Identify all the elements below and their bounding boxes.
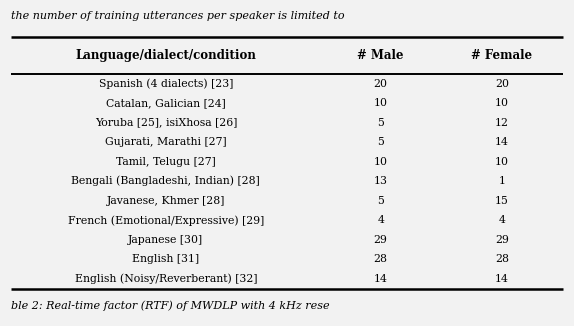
Text: Yoruba [25], isiXhosa [26]: Yoruba [25], isiXhosa [26] [95, 118, 237, 128]
Text: 10: 10 [495, 157, 509, 167]
Text: 29: 29 [374, 235, 387, 245]
Text: Japanese [30]: Japanese [30] [128, 235, 203, 245]
Text: the number of training utterances per speaker is limited to: the number of training utterances per sp… [11, 11, 345, 22]
Text: 28: 28 [495, 254, 509, 264]
Text: 12: 12 [495, 118, 509, 128]
Text: Bengali (Bangladeshi, Indian) [28]: Bengali (Bangladeshi, Indian) [28] [71, 176, 260, 186]
Text: 20: 20 [495, 79, 509, 89]
Text: English [31]: English [31] [132, 254, 199, 264]
Text: 10: 10 [374, 157, 387, 167]
Text: 14: 14 [495, 137, 509, 147]
Text: 14: 14 [495, 274, 509, 284]
Text: # Female: # Female [471, 49, 533, 62]
Text: 1: 1 [498, 176, 505, 186]
Text: French (Emotional/Expressive) [29]: French (Emotional/Expressive) [29] [68, 215, 264, 226]
Text: 20: 20 [374, 79, 387, 89]
Text: Language/dialect/condition: Language/dialect/condition [75, 49, 256, 62]
Text: Catalan, Galician [24]: Catalan, Galician [24] [106, 98, 226, 108]
Text: 13: 13 [374, 176, 387, 186]
Text: 4: 4 [498, 215, 505, 225]
Text: Gujarati, Marathi [27]: Gujarati, Marathi [27] [105, 137, 227, 147]
Text: English (Noisy/Reverberant) [32]: English (Noisy/Reverberant) [32] [75, 274, 257, 284]
Text: 4: 4 [377, 215, 384, 225]
Text: 5: 5 [377, 137, 384, 147]
Text: 5: 5 [377, 118, 384, 128]
Text: # Male: # Male [358, 49, 404, 62]
Text: 10: 10 [374, 98, 387, 108]
Text: 10: 10 [495, 98, 509, 108]
Text: 29: 29 [495, 235, 509, 245]
Text: ble 2: Real-time factor (RTF) of MWDLP with 4 kHz rese: ble 2: Real-time factor (RTF) of MWDLP w… [11, 301, 330, 311]
Text: Tamil, Telugu [27]: Tamil, Telugu [27] [116, 157, 216, 167]
Text: 14: 14 [374, 274, 387, 284]
Text: 15: 15 [495, 196, 509, 206]
Text: Javanese, Khmer [28]: Javanese, Khmer [28] [107, 196, 225, 206]
Text: Spanish (4 dialects) [23]: Spanish (4 dialects) [23] [99, 78, 233, 89]
Text: 5: 5 [377, 196, 384, 206]
Text: 28: 28 [374, 254, 387, 264]
